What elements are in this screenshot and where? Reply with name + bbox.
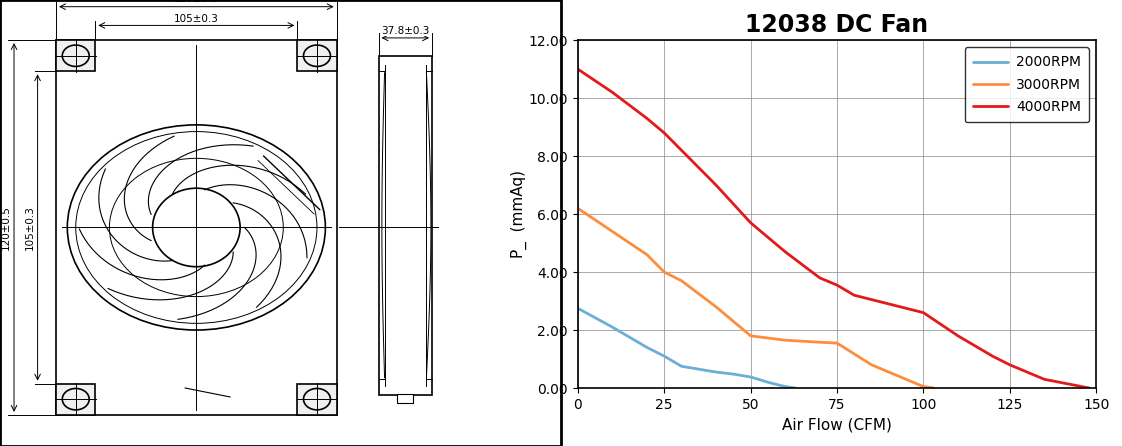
3000RPM <box>865 362 879 368</box>
2000RPM <box>761 380 774 385</box>
3000RPM <box>917 384 930 389</box>
4000RPM <box>779 249 792 254</box>
4000RPM <box>606 90 619 95</box>
Title: 12038 DC Fan: 12038 DC Fan <box>745 13 929 37</box>
4000RPM <box>813 275 827 281</box>
Bar <box>378 56 432 395</box>
2000RPM <box>606 325 619 330</box>
4000RPM <box>657 130 671 136</box>
2000RPM <box>571 306 585 311</box>
3000RPM <box>830 340 844 346</box>
4000RPM <box>641 116 654 121</box>
4000RPM <box>1003 362 1017 368</box>
4000RPM <box>709 182 723 188</box>
4000RPM <box>1083 385 1096 391</box>
4000RPM <box>951 333 965 339</box>
3000RPM <box>927 385 940 391</box>
2000RPM <box>727 372 741 377</box>
3000RPM <box>779 338 792 343</box>
2000RPM <box>744 374 757 380</box>
3000RPM <box>813 339 827 345</box>
4000RPM <box>986 353 1000 359</box>
Text: 105±0.3: 105±0.3 <box>25 205 35 250</box>
Line: 2000RPM: 2000RPM <box>578 308 795 388</box>
4000RPM <box>744 220 757 225</box>
X-axis label: Air Flow (CFM): Air Flow (CFM) <box>782 417 892 432</box>
Line: 3000RPM: 3000RPM <box>578 208 934 388</box>
4000RPM <box>674 148 688 153</box>
4000RPM <box>830 282 844 288</box>
4000RPM <box>917 310 930 315</box>
4000RPM <box>882 301 895 307</box>
3000RPM <box>709 304 723 310</box>
2000RPM <box>692 367 706 372</box>
Bar <box>56 40 95 71</box>
Bar <box>297 384 337 415</box>
Text: 105±0.3: 105±0.3 <box>174 14 219 24</box>
Bar <box>56 384 95 415</box>
2000RPM <box>657 353 671 359</box>
Legend: 2000RPM, 3000RPM, 4000RPM: 2000RPM, 3000RPM, 4000RPM <box>965 47 1089 122</box>
Line: 4000RPM: 4000RPM <box>578 69 1089 388</box>
4000RPM <box>571 66 585 72</box>
Bar <box>56 40 337 415</box>
2000RPM <box>674 363 688 369</box>
Bar <box>397 394 413 403</box>
3000RPM <box>641 252 654 257</box>
2000RPM <box>709 369 723 375</box>
Y-axis label: P_  (mmAq): P_ (mmAq) <box>511 170 527 258</box>
3000RPM <box>657 269 671 275</box>
Text: 120±0.5: 120±0.5 <box>174 0 219 4</box>
2000RPM <box>779 384 792 389</box>
Text: 120±0.5: 120±0.5 <box>1 205 11 250</box>
3000RPM <box>744 333 757 339</box>
3000RPM <box>606 229 619 234</box>
3000RPM <box>674 278 688 284</box>
Text: 37.8±0.3: 37.8±0.3 <box>381 26 430 36</box>
Bar <box>297 40 337 71</box>
3000RPM <box>571 206 585 211</box>
4000RPM <box>1038 376 1051 382</box>
2000RPM <box>789 385 802 391</box>
4000RPM <box>847 293 861 298</box>
2000RPM <box>641 345 654 350</box>
